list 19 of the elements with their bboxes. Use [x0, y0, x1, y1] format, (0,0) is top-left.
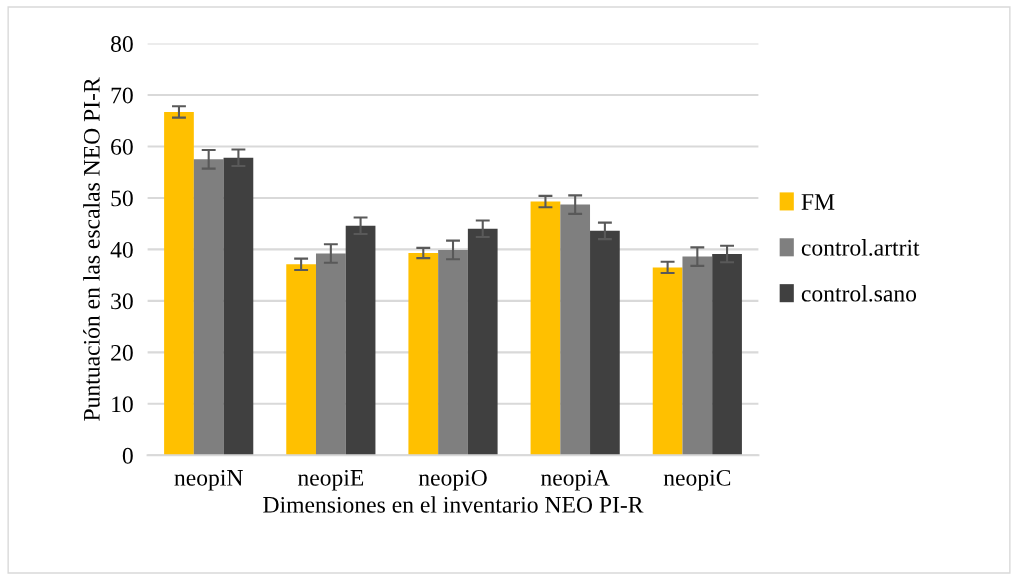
y-tick-label: 10 — [112, 396, 133, 413]
y-tick-label: 20 — [111, 344, 133, 361]
x-tick-label: neopiC — [663, 469, 731, 491]
y-tick-label: 30 — [111, 293, 133, 310]
y-tick-label: 50 — [111, 190, 133, 207]
legend-label: control.sano — [801, 285, 917, 302]
x-tick-label: neopiE — [297, 469, 364, 491]
x-tick-label: neopiO — [418, 469, 487, 491]
y-tick-label: 80 — [111, 35, 133, 52]
legend-label: FM — [801, 194, 835, 210]
legend-label: control.artrit — [801, 239, 920, 256]
x-tick-label: neopiA — [540, 469, 610, 491]
y-tick-label: 60 — [111, 138, 133, 155]
y-tick-label: 70 — [111, 87, 133, 104]
x-tick-label: neopiN — [174, 469, 243, 491]
y-tick-label: 40 — [110, 241, 133, 258]
x-axis-title: Dimensiones en el inventario NEO PI-R — [263, 496, 644, 513]
y-axis-title: Puntuación en las escalas NEO PI-R — [83, 77, 100, 421]
y-tick-label: 0 — [122, 447, 133, 464]
